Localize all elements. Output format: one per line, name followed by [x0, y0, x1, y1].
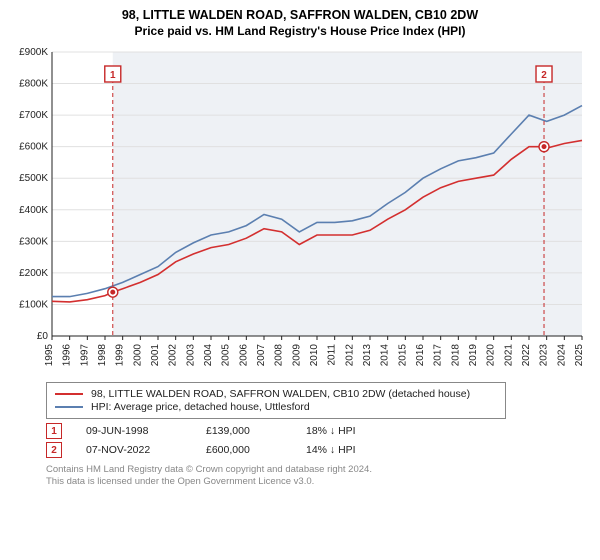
x-tick-label: 2004: [203, 344, 214, 367]
y-tick-label: £200K: [19, 268, 48, 279]
legend-label-hpi: HPI: Average price, detached house, Uttl…: [91, 401, 310, 413]
x-tick-label: 2014: [380, 344, 391, 367]
y-tick-label: £400K: [19, 205, 48, 216]
legend-swatch-price-paid: [55, 393, 83, 395]
x-tick-label: 2006: [238, 344, 249, 367]
attribution-line: This data is licensed under the Open Gov…: [46, 476, 590, 488]
sale-badge: 2: [46, 442, 62, 458]
x-tick-label: 2024: [556, 344, 567, 367]
x-tick-label: 2009: [291, 344, 302, 367]
x-tick-label: 2002: [168, 344, 179, 367]
y-tick-label: £500K: [19, 173, 48, 184]
marker-number: 1: [110, 70, 116, 81]
x-tick-label: 2008: [274, 344, 285, 367]
legend-row: 98, LITTLE WALDEN ROAD, SAFFRON WALDEN, …: [55, 388, 497, 400]
sale-row: 1 09-JUN-1998 £139,000 18% ↓ HPI: [46, 423, 590, 439]
x-tick-label: 2016: [415, 344, 426, 367]
y-tick-label: £600K: [19, 142, 48, 153]
x-tick-label: 1995: [44, 344, 55, 367]
x-tick-label: 2017: [433, 344, 444, 367]
x-tick-label: 2011: [327, 344, 338, 366]
x-tick-label: 2013: [362, 344, 373, 367]
x-tick-label: 2000: [132, 344, 143, 367]
x-tick-label: 2003: [185, 344, 196, 367]
chart-title-main: 98, LITTLE WALDEN ROAD, SAFFRON WALDEN, …: [10, 8, 590, 22]
x-tick-label: 2023: [539, 344, 550, 367]
x-tick-label: 2025: [574, 344, 585, 367]
x-tick-label: 2020: [486, 344, 497, 367]
sale-delta: 14% ↓ HPI: [306, 444, 416, 456]
chart-area: £0 £100K £200K £300K £400K £500K £600K £700K £80…: [10, 46, 590, 376]
x-tick-label: 2010: [309, 344, 320, 367]
legend-label-price-paid: 98, LITTLE WALDEN ROAD, SAFFRON WALDEN, …: [91, 388, 470, 400]
y-tick-label: £800K: [19, 79, 48, 90]
sale-badge: 1: [46, 423, 62, 439]
sale-row: 2 07-NOV-2022 £600,000 14% ↓ HPI: [46, 442, 590, 458]
x-tick-label: 2007: [256, 344, 267, 367]
sale-events: 1 09-JUN-1998 £139,000 18% ↓ HPI 2 07-NO…: [46, 423, 590, 458]
sale-price: £139,000: [206, 425, 306, 437]
attribution-line: Contains HM Land Registry data © Crown c…: [46, 464, 590, 476]
x-tick-label: 2012: [344, 344, 355, 367]
y-tick-label: £0: [37, 331, 49, 342]
chart-svg: £0 £100K £200K £300K £400K £500K £600K £700K £80…: [10, 46, 590, 376]
x-tick-label: 2005: [221, 344, 232, 367]
y-tick-label: £700K: [19, 110, 48, 121]
x-tick-label: 1996: [62, 344, 73, 367]
marker-number: 2: [541, 70, 547, 81]
x-tick-label: 2021: [503, 344, 514, 367]
x-tick-label: 2018: [450, 344, 461, 367]
x-tick-label: 1997: [79, 344, 90, 367]
legend: 98, LITTLE WALDEN ROAD, SAFFRON WALDEN, …: [46, 382, 506, 419]
chart-title-sub: Price paid vs. HM Land Registry's House …: [10, 24, 590, 38]
sale-delta: 18% ↓ HPI: [306, 425, 416, 437]
sale-price: £600,000: [206, 444, 306, 456]
x-tick-label: 1999: [115, 344, 126, 367]
x-tick-label: 2015: [397, 344, 408, 367]
y-tick-label: £300K: [19, 236, 48, 247]
legend-row: HPI: Average price, detached house, Uttl…: [55, 401, 497, 413]
sale-date: 07-NOV-2022: [86, 444, 206, 456]
x-tick-label: 2019: [468, 344, 479, 367]
legend-swatch-hpi: [55, 406, 83, 408]
y-tick-label: £100K: [19, 299, 48, 310]
x-tick-label: 1998: [97, 344, 108, 367]
attribution: Contains HM Land Registry data © Crown c…: [46, 464, 590, 489]
x-tick-label: 2022: [521, 344, 532, 367]
sale-date: 09-JUN-1998: [86, 425, 206, 437]
y-tick-label: £900K: [19, 47, 48, 58]
x-tick-label: 2001: [150, 344, 161, 367]
